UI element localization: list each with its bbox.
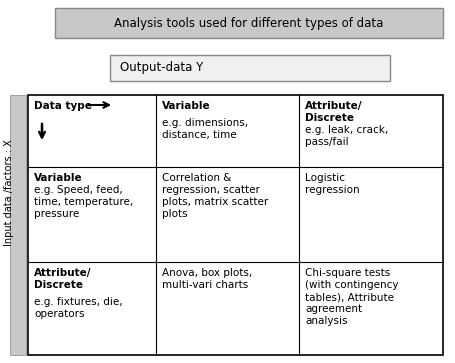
FancyBboxPatch shape xyxy=(10,95,26,355)
Text: tables), Attribute: tables), Attribute xyxy=(305,292,394,302)
Text: e.g. leak, crack,: e.g. leak, crack, xyxy=(305,125,388,135)
Text: Variable: Variable xyxy=(34,173,83,183)
Text: Attribute/: Attribute/ xyxy=(34,268,91,278)
Text: regression: regression xyxy=(305,185,359,195)
Text: analysis: analysis xyxy=(305,316,348,326)
Text: plots: plots xyxy=(162,209,187,219)
Text: Analysis tools used for different types of data: Analysis tools used for different types … xyxy=(114,16,384,29)
Text: agreement: agreement xyxy=(305,304,362,314)
Text: Attribute/: Attribute/ xyxy=(305,101,363,111)
FancyBboxPatch shape xyxy=(28,95,443,355)
Text: (with contingency: (with contingency xyxy=(305,280,399,290)
Text: Anova, box plots,: Anova, box plots, xyxy=(162,268,252,278)
Text: Discrete: Discrete xyxy=(34,280,83,290)
Text: multi-vari charts: multi-vari charts xyxy=(162,280,248,290)
Text: Input data /factors : X: Input data /factors : X xyxy=(4,140,14,246)
Text: Logistic: Logistic xyxy=(305,173,345,183)
Text: regression, scatter: regression, scatter xyxy=(162,185,260,195)
Text: Data type: Data type xyxy=(34,101,92,111)
Text: plots, matrix scatter: plots, matrix scatter xyxy=(162,197,268,207)
Text: pass/fail: pass/fail xyxy=(305,137,349,147)
Text: Discrete: Discrete xyxy=(305,113,354,123)
FancyBboxPatch shape xyxy=(110,55,390,81)
Text: time, temperature,: time, temperature, xyxy=(34,197,133,207)
Text: distance, time: distance, time xyxy=(162,130,237,140)
Text: Correlation &: Correlation & xyxy=(162,173,232,183)
Text: Variable: Variable xyxy=(162,101,211,111)
Text: Output-data Y: Output-data Y xyxy=(120,61,203,74)
Text: pressure: pressure xyxy=(34,209,79,219)
Text: e.g. Speed, feed,: e.g. Speed, feed, xyxy=(34,185,123,195)
Text: Chi-square tests: Chi-square tests xyxy=(305,268,390,278)
Text: e.g. fixtures, die,: e.g. fixtures, die, xyxy=(34,297,123,307)
Text: e.g. dimensions,: e.g. dimensions, xyxy=(162,118,248,128)
Text: operators: operators xyxy=(34,309,85,319)
FancyBboxPatch shape xyxy=(55,8,443,38)
